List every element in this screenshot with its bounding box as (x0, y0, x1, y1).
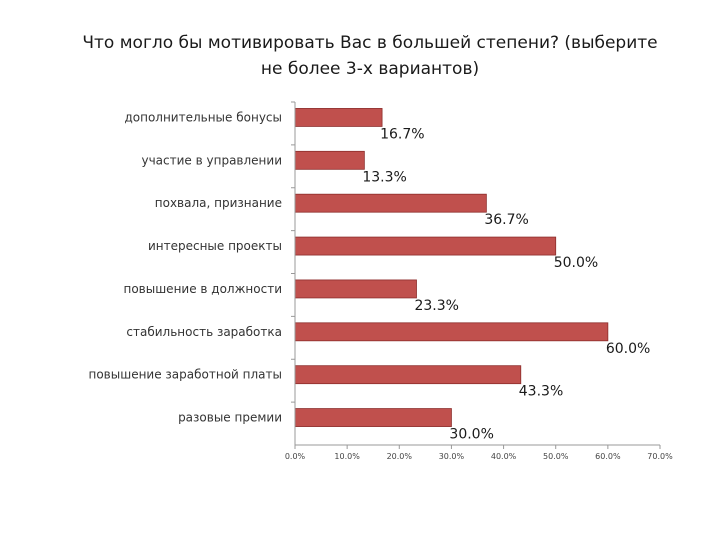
category-label: повышение в должности (123, 282, 282, 296)
data-label: 16.7% (380, 126, 424, 142)
bar (294, 322, 609, 342)
x-tick-label: 40.0% (491, 452, 517, 461)
data-label: 30.0% (449, 427, 493, 443)
x-tick-label: 0.0% (285, 452, 306, 461)
x-tick-label: 10.0% (334, 452, 360, 461)
value-labels-group: 16.7% 13.3% 36.7% 50.0% 23.3% 60.0% 43.3% 30.0% (362, 126, 650, 442)
x-tick-label: 50.0% (543, 452, 569, 461)
bar (294, 365, 522, 385)
data-label: 43.3% (519, 384, 563, 400)
chart-title: Что могло бы мотивировать Вас в большей … (82, 33, 658, 79)
x-tick-label: 70.0% (647, 452, 673, 461)
x-tick-label: 30.0% (439, 452, 465, 461)
data-label: 36.7% (484, 212, 528, 228)
bar (294, 236, 557, 256)
bar (294, 279, 417, 299)
x-tick-label: 20.0% (387, 452, 413, 461)
category-label: дополнительные бонусы (124, 110, 282, 124)
bars-group (294, 108, 609, 427)
data-label: 13.3% (362, 169, 406, 185)
category-label: участие в управлении (141, 153, 282, 167)
bar (294, 150, 365, 170)
category-label: повышение заработной платы (88, 368, 282, 382)
x-tick-label: 60.0% (595, 452, 621, 461)
category-label: разовые премии (178, 411, 282, 425)
category-labels-group: дополнительные бонусы участие в управлени… (88, 110, 282, 424)
data-label: 60.0% (606, 341, 650, 357)
data-label: 50.0% (554, 255, 598, 271)
bar (294, 193, 487, 213)
data-label: 23.3% (414, 298, 458, 314)
axes-group: 0.0% 10.0% 20.0% 30.0% 40.0% 50.0% 60.0% 70.0% (285, 101, 673, 461)
category-label: стабильность заработка (126, 325, 282, 339)
category-label: интересные проекты (148, 239, 282, 253)
bar (294, 408, 452, 427)
bar (294, 108, 383, 127)
category-label: похвала, признание (155, 196, 282, 210)
